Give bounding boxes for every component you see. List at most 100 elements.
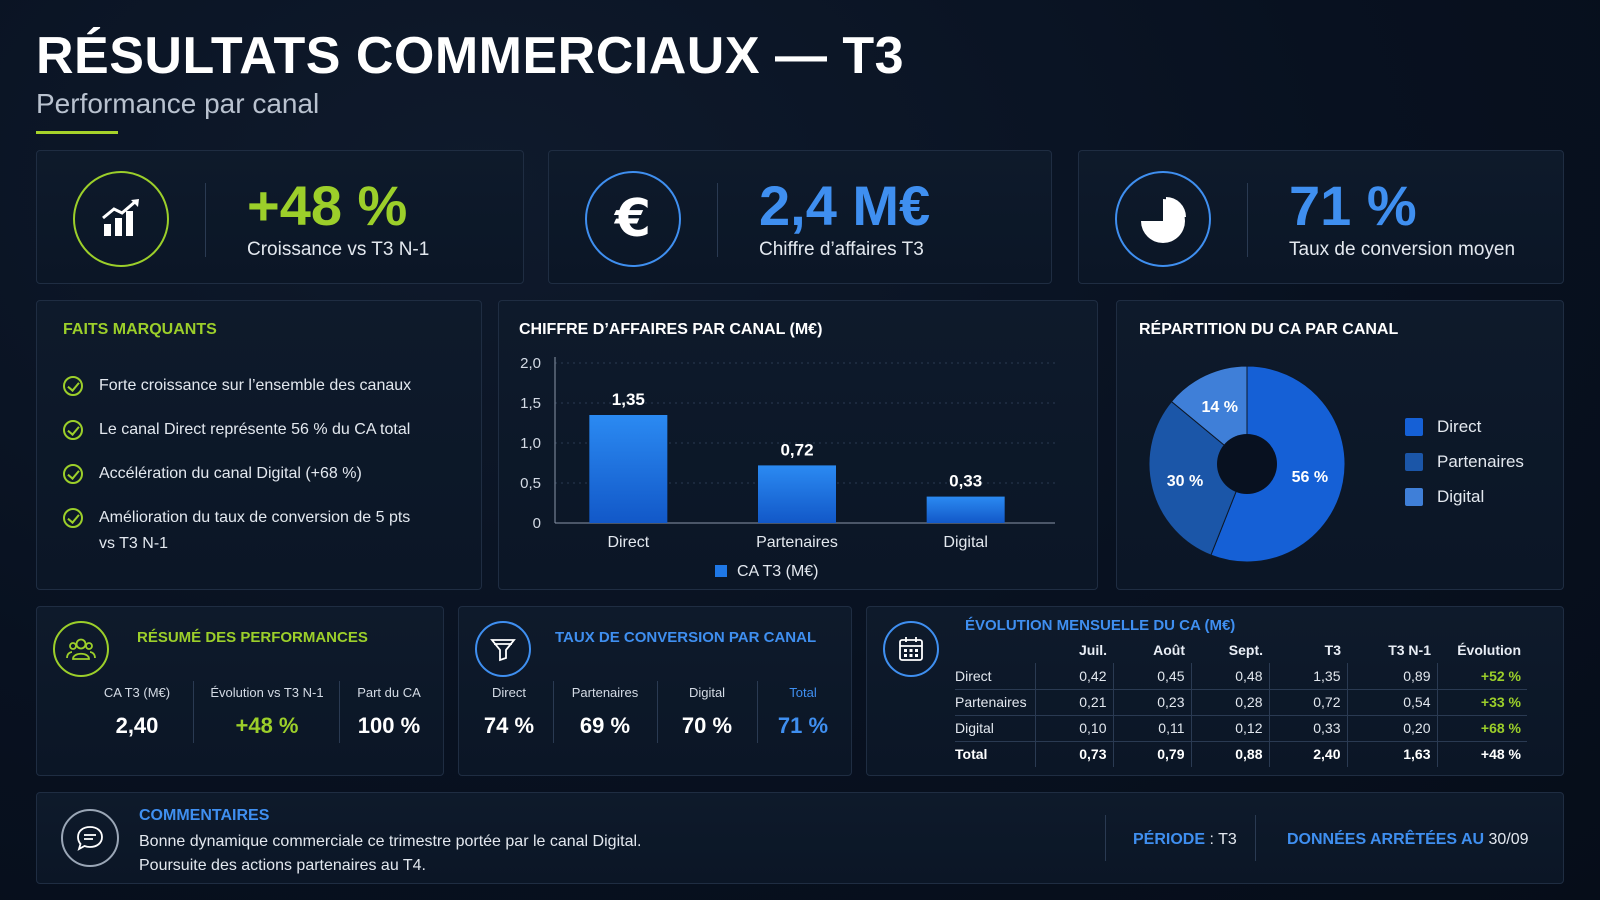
legend-label: CA T3 (M€): [737, 563, 819, 580]
y-tick-label: 0: [533, 515, 541, 532]
highlight-item: Le canal Direct représente 56 % du CA to…: [63, 417, 410, 443]
y-tick-label: 1,0: [520, 435, 541, 452]
bar-chart-title: CHIFFRE D’AFFAIRES PAR CANAL (M€): [519, 321, 823, 338]
check-icon: [63, 508, 83, 528]
data-date-info: DONNÉES ARRÊTÉES AU 30/09: [1287, 831, 1529, 848]
check-icon: [63, 376, 83, 396]
stat-value-total: 71 %: [777, 713, 829, 738]
chat-bubble-icon: [61, 809, 119, 867]
kpi-revenue-label: Chiffre d’affaires T3: [759, 239, 924, 260]
kpi-revenue-value: 2,4 M€: [759, 174, 931, 237]
table-row-total: Total 0,73 0,79 0,88 2,40 1,63 +48 %: [955, 741, 1527, 767]
stat-value: 69 %: [579, 713, 631, 738]
stat-value: 74 %: [483, 713, 535, 738]
kpi-conversion-value: 71 %: [1289, 174, 1417, 237]
kpi-card-conversion: 71 % Taux de conversion moyen: [1078, 150, 1564, 284]
stat-value: 2,40: [115, 713, 159, 738]
stat-label: Part du CA: [357, 685, 421, 700]
page-title: RÉSULTATS COMMERCIAUX — T3: [36, 27, 905, 85]
highlights-panel: FAITS MARQUANTS Forte croissance sur l’e…: [36, 300, 482, 590]
x-tick-label: Partenaires: [756, 534, 838, 551]
check-icon: [63, 420, 83, 440]
table-row: Partenaires 0,21 0,23 0,28 0,72 0,54 +33…: [955, 689, 1527, 716]
column-header: T3 N-1: [1388, 642, 1431, 658]
growth-chart-icon: [73, 171, 169, 267]
legend-swatch: [1405, 453, 1423, 471]
column-header: Sept.: [1228, 642, 1263, 658]
stat-label: Évolution vs T3 N-1: [210, 685, 324, 700]
stat-label: Digital: [688, 685, 726, 700]
highlight-item: Accélération du canal Digital (+68 %): [63, 461, 362, 487]
donut-hole: [1217, 434, 1277, 494]
kpi-separator: [717, 183, 718, 257]
table-header-row: Juil. Août Sept. T3 T3 N-1 Évolution: [955, 637, 1527, 663]
euro-icon: €: [585, 171, 681, 267]
stat-separator: [193, 681, 194, 743]
comment-line: Bonne dynamique commerciale ce trimestre…: [139, 833, 642, 850]
legend-swatch: [1405, 418, 1423, 436]
kpi-separator: [205, 183, 206, 257]
stat-label: CA T3 (M€): [103, 685, 171, 700]
performance-title: RÉSUMÉ DES PERFORMANCES: [137, 629, 368, 646]
bar-value-label: 0,33: [949, 472, 982, 491]
stat-separator: [339, 681, 340, 743]
title-underline: [36, 131, 118, 134]
pie-chart: 56 % 30 % 14 %: [1148, 365, 1346, 563]
check-icon: [63, 464, 83, 484]
stat-value: +48 %: [235, 713, 299, 738]
footer-separator: [1255, 815, 1256, 861]
kpi-conversion-label: Taux de conversion moyen: [1289, 239, 1516, 260]
users-icon: [53, 621, 109, 677]
footer-separator: [1105, 815, 1106, 861]
stat-value: 70 %: [681, 713, 733, 738]
kpi-growth-value: +48 %: [247, 174, 408, 237]
legend-swatch: [1405, 488, 1423, 506]
x-tick-label: Direct: [607, 534, 649, 551]
stat-separator: [553, 681, 554, 743]
highlights-title: FAITS MARQUANTS: [63, 321, 217, 338]
bar-chart: 0 0,5 1,0 1,5 2,0 1,35 Direct 0,72 Partenaires 0,…: [520, 355, 1055, 580]
comments-title: COMMENTAIRES: [139, 807, 270, 824]
legend-item-direct: Direct: [1405, 417, 1481, 437]
stat-value: 100 %: [357, 713, 421, 738]
comments-panel: COMMENTAIRES Bonne dynamique commerciale…: [36, 792, 1564, 884]
column-header: T3: [1324, 642, 1341, 658]
stat-label: Partenaires: [571, 685, 639, 700]
bar-value-label: 0,72: [780, 440, 813, 459]
pie-slice-digital: [1170, 365, 1248, 466]
y-tick-label: 2,0: [520, 355, 541, 372]
pie-slice-direct: [1210, 365, 1346, 563]
column-header: Évolution: [1457, 642, 1521, 658]
pie-chart-title: RÉPARTITION DU CA PAR CANAL: [1139, 321, 1399, 338]
pie-icon: [1115, 171, 1211, 267]
pie-slice-partenaires: [1148, 400, 1248, 556]
column-header: Juil.: [1078, 642, 1107, 658]
pie-value-label: 30 %: [1167, 473, 1203, 490]
x-tick-label: Digital: [943, 534, 987, 551]
comment-line: Poursuite des actions partenaires au T4.: [139, 857, 426, 874]
kpi-growth-label: Croissance vs T3 N-1: [247, 239, 430, 260]
bar-value-label: 1,35: [612, 390, 645, 409]
funnel-icon: [475, 621, 531, 677]
highlight-item: Amélioration du taux de conversion de 5 …: [63, 505, 410, 557]
y-tick-label: 0,5: [520, 475, 541, 492]
table-row: Digital 0,10 0,11 0,12 0,33 0,20 +68 %: [955, 715, 1527, 742]
kpi-separator: [1247, 183, 1248, 257]
kpi-card-revenue: € 2,4 M€ Chiffre d’affaires T3: [548, 150, 1052, 284]
pie-value-label: 14 %: [1202, 399, 1238, 416]
conversion-panel: TAUX DE CONVERSION PAR CANAL Direct 74 %…: [458, 606, 852, 776]
period-info: PÉRIODE : T3: [1133, 831, 1237, 848]
monthly-table: Juil. Août Sept. T3 T3 N-1 Évolution Dir…: [955, 637, 1527, 767]
bar-direct: [589, 415, 668, 523]
pie-value-label: 56 %: [1292, 469, 1328, 486]
monthly-panel: ÉVOLUTION MENSUELLE DU CA (M€) Juil. Aoû…: [866, 606, 1564, 776]
y-tick-label: 1,5: [520, 395, 541, 412]
performance-panel: RÉSUMÉ DES PERFORMANCES CA T3 (M€) 2,40 …: [36, 606, 444, 776]
stat-separator: [657, 681, 658, 743]
table-row: Direct 0,42 0,45 0,48 1,35 0,89 +52 %: [955, 663, 1527, 690]
page-subtitle: Performance par canal: [36, 88, 320, 119]
column-header: Août: [1153, 642, 1185, 658]
bar-digital: [926, 496, 1005, 523]
legend-swatch: [715, 565, 727, 577]
highlight-item: Forte croissance sur l’ensemble des cana…: [63, 373, 411, 399]
